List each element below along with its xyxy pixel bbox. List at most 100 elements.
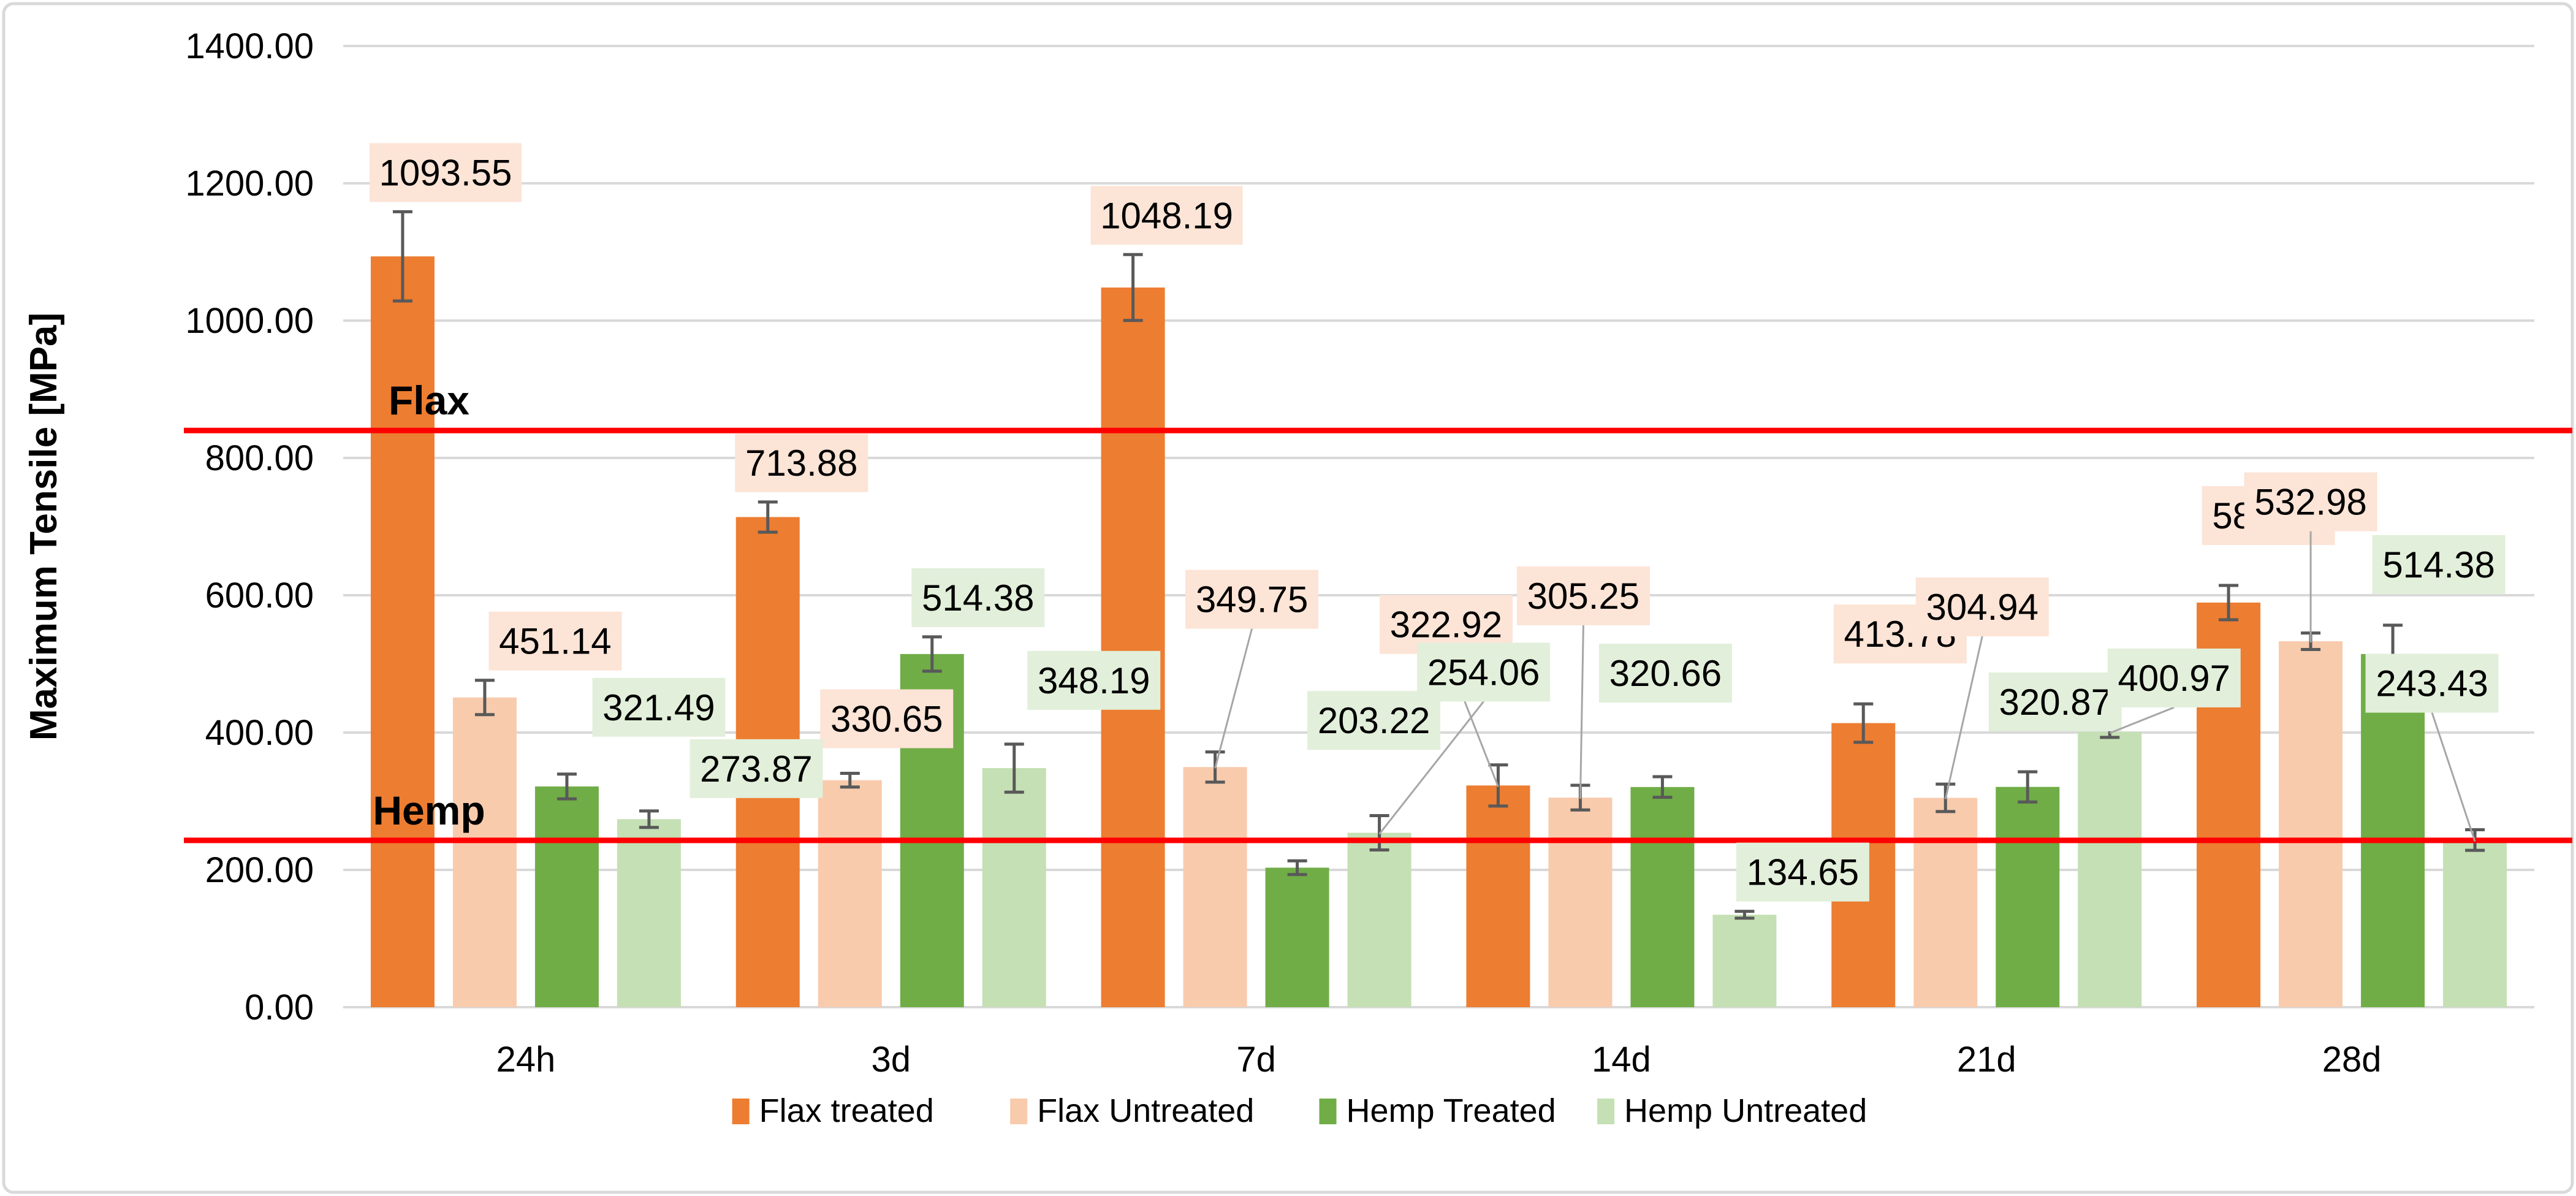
data-label-box [1417, 642, 1551, 702]
data-label: 134.65 [1747, 852, 1860, 893]
data-label-box [735, 433, 868, 492]
y-tick-label: 400.00 [205, 713, 314, 753]
y-axis-title: Maximum Tensile [MPa] [23, 313, 65, 741]
error-bar [2018, 770, 2038, 804]
y-tick-label: 200.00 [205, 850, 314, 890]
x-tick-label: 28d [2322, 1040, 2382, 1080]
data-label: 322.92 [1390, 604, 1503, 646]
legend-label: Flax Untreated [1037, 1092, 1254, 1129]
data-label: 330.65 [830, 698, 943, 739]
error-bar [922, 635, 942, 673]
data-label: 305.25 [1527, 576, 1640, 617]
legend-swatch [1010, 1099, 1028, 1124]
bar-hemp-treated-28d [2361, 653, 2425, 1007]
x-tick-label: 24h [496, 1040, 556, 1080]
data-label-box [2107, 648, 2241, 707]
data-label: 713.88 [745, 443, 858, 484]
bar-hemp-treated-24h [534, 786, 599, 1007]
data-label: 203.22 [1318, 700, 1430, 741]
label-leader-line [1378, 701, 1484, 835]
data-label: 304.94 [1926, 587, 2038, 628]
label-leader-line [1214, 628, 1253, 769]
data-label: 273.87 [700, 748, 813, 790]
label-leader-line [1944, 636, 1983, 799]
data-label-box [1090, 186, 1243, 245]
data-label-box [2365, 653, 2499, 713]
legend-item-flax-untreated: Flax Untreated [1010, 1092, 1254, 1129]
data-label-box [820, 689, 954, 748]
legend-item-flax-treated: Flax treated [732, 1092, 934, 1129]
reference-label-hemp: Hemp [373, 788, 485, 833]
error-bar [1287, 859, 1307, 877]
error-bar [557, 772, 577, 801]
error-bar [392, 210, 412, 303]
y-tick-label: 1400.00 [185, 26, 314, 66]
bar-hemp-untreated-21d [2078, 731, 2142, 1007]
legend-label: Hemp Treated [1347, 1092, 1556, 1129]
bar-hemp-treated-7d [1265, 867, 1329, 1007]
bar-flax-treated-24h [370, 256, 435, 1007]
data-label: 349.75 [1196, 579, 1309, 620]
label-leader-line [2109, 706, 2175, 734]
error-bar [1652, 775, 1673, 799]
data-label: 514.38 [2382, 544, 2495, 585]
data-label-box [1598, 644, 1732, 703]
x-tick-label: 14d [1592, 1040, 1651, 1080]
bar-hemp-untreated-3d [982, 768, 1046, 1007]
data-label: 320.66 [1609, 653, 1722, 694]
data-label: 321.49 [602, 687, 715, 728]
y-tick-label: 600.00 [205, 576, 314, 615]
bar-hemp-untreated-14d [1712, 915, 1777, 1007]
bar-flax-untreated-24h [452, 697, 517, 1007]
data-label: 243.43 [2376, 663, 2488, 704]
data-label: 254.06 [1427, 652, 1540, 693]
data-label: 451.14 [499, 621, 612, 662]
data-label-box [1027, 650, 1161, 710]
error-bar [758, 500, 778, 534]
data-label-box [1736, 842, 1869, 902]
legend-swatch [1319, 1099, 1337, 1124]
legend: Flax treated Flax Untreated Hemp Treated He… [732, 1092, 1867, 1129]
bar-flax-treated-7d [1101, 288, 1165, 1007]
y-tick-label: 0.00 [245, 988, 314, 1027]
data-label: 514.38 [922, 577, 1035, 619]
bar-flax-untreated-7d [1183, 767, 1247, 1007]
x-tick-label: 7d [1236, 1040, 1276, 1080]
y-tick-label: 1200.00 [185, 164, 314, 204]
data-label: 400.97 [2118, 658, 2230, 699]
legend-swatch [1597, 1099, 1615, 1124]
legend-label: Hemp Untreated [1624, 1092, 1867, 1129]
reference-label-flax: Flax [389, 378, 469, 423]
data-label: 532.98 [2254, 482, 2367, 523]
data-label: 1093.55 [379, 152, 512, 193]
bar-flax-untreated-3d [818, 780, 882, 1007]
legend-swatch [732, 1099, 750, 1124]
data-label: 320.87 [1999, 682, 2111, 723]
data-label-box [911, 568, 1045, 627]
data-label-box [2372, 535, 2506, 594]
bar-hemp-untreated-7d [1347, 832, 1411, 1007]
data-label-box [369, 143, 522, 202]
bar-hemp-untreated-28d [2443, 840, 2507, 1007]
bar-hemp-treated-14d [1630, 787, 1695, 1007]
bar-hemp-treated-21d [1996, 787, 2060, 1007]
label-leader-line [2431, 712, 2476, 842]
bar-hemp-untreated-24h [617, 819, 681, 1007]
label-leader-line [1579, 625, 1584, 799]
error-bar [1004, 742, 1024, 794]
data-label-box [592, 677, 726, 737]
bar-flax-untreated-14d [1548, 798, 1613, 1007]
data-label-box [2244, 472, 2377, 531]
bar-flax-untreated-28d [2279, 641, 2343, 1007]
bar-flax-untreated-21d [1913, 798, 1978, 1007]
error-bar [2219, 584, 2239, 622]
data-label: 348.19 [1038, 660, 1150, 701]
error-bar [1853, 702, 1874, 744]
x-tick-label: 3d [871, 1040, 911, 1080]
data-label-box [488, 611, 622, 671]
x-tick-label: 21d [1957, 1040, 2016, 1080]
bar-flax-treated-14d [1466, 785, 1530, 1007]
data-label-box [1516, 566, 1650, 625]
